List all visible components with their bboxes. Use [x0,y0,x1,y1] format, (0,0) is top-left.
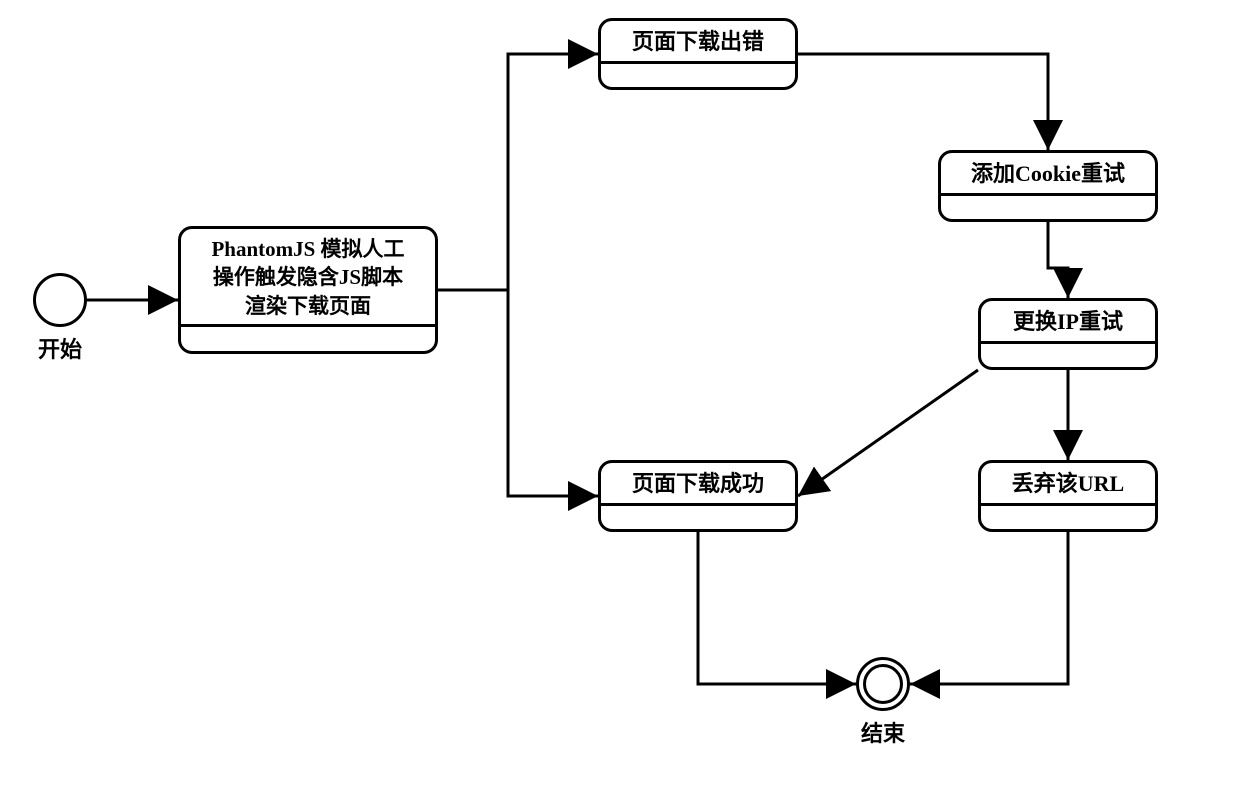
edges-layer [0,0,1240,793]
edge-process-error [438,54,598,290]
process-title: PhantomJS 模拟人工 操作触发隐含JS脚本 渲染下载页面 [181,229,435,324]
edge-process-success [508,290,598,496]
process-line1: PhantomJS 模拟人工 [211,237,404,261]
edge-discard-end [910,532,1068,684]
edge-cookie-ip [1048,222,1068,298]
start-label: 开始 [38,332,82,364]
process-line2: 操作触发隐含JS脚本 [213,265,403,289]
ip-node: 更换IP重试 [978,298,1158,370]
discard-node: 丢弃该URL [978,460,1158,532]
edge-success-end [698,532,856,684]
end-label: 结束 [861,716,905,748]
edge-ip-success [798,370,978,496]
success-node: 页面下载成功 [598,460,798,532]
error-node: 页面下载出错 [598,18,798,90]
edge-error-cookie [798,54,1048,150]
process-line3: 渲染下载页面 [245,294,371,318]
discard-title: 丢弃该URL [981,463,1155,503]
cookie-title: 添加Cookie重试 [941,153,1155,193]
process-node: PhantomJS 模拟人工 操作触发隐含JS脚本 渲染下载页面 [178,226,438,354]
error-title: 页面下载出错 [601,21,795,61]
start-node [33,273,87,327]
ip-title: 更换IP重试 [981,301,1155,341]
success-title: 页面下载成功 [601,463,795,503]
cookie-node: 添加Cookie重试 [938,150,1158,222]
end-node-inner [863,664,903,704]
